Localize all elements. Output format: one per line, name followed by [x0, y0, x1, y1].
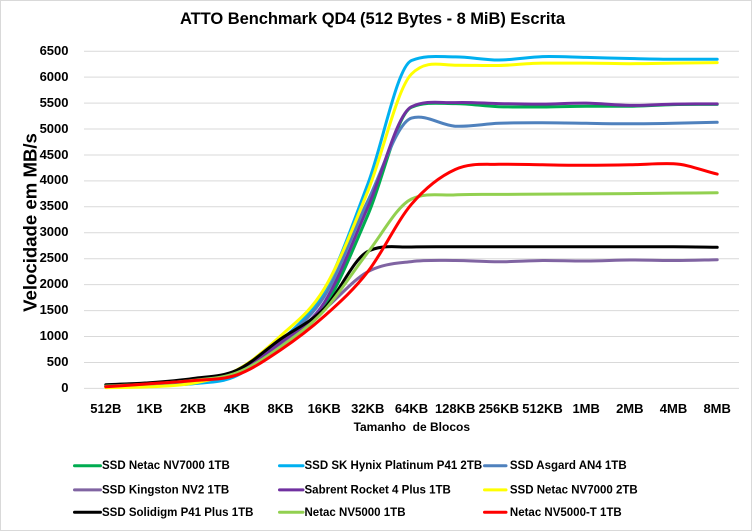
svg-text:Netac NV5000 1TB: Netac NV5000 1TB	[305, 507, 406, 519]
svg-text:SSD Netac NV7000 1TB: SSD Netac NV7000 1TB	[102, 460, 230, 472]
svg-text:SSD Solidigm P41 Plus 1TB: SSD Solidigm P41 Plus 1TB	[102, 507, 253, 519]
svg-text:SSD SK Hynix Platinum P41 2TB: SSD SK Hynix Platinum P41 2TB	[305, 460, 483, 472]
svg-text:SSD Netac NV7000 2TB: SSD Netac NV7000 2TB	[510, 484, 638, 496]
svg-text:Netac NV5000-T 1TB: Netac NV5000-T 1TB	[510, 507, 622, 519]
svg-text:SSD Asgard AN4 1TB: SSD Asgard AN4 1TB	[510, 460, 627, 472]
svg-text:SSD Kingston NV2 1TB: SSD Kingston NV2 1TB	[102, 484, 229, 496]
svg-text:Sabrent Rocket 4 Plus 1TB: Sabrent Rocket 4 Plus 1TB	[305, 484, 451, 496]
